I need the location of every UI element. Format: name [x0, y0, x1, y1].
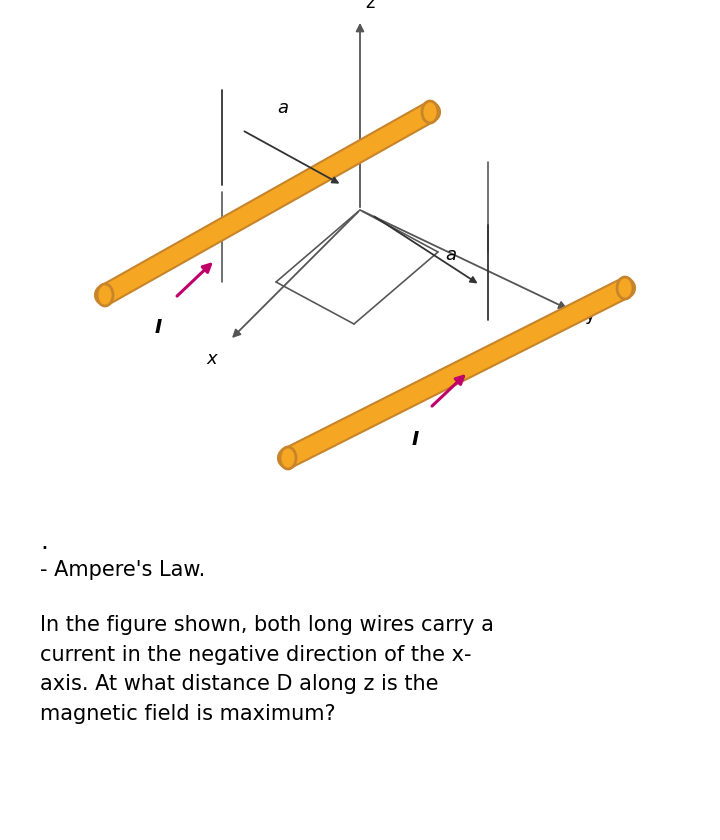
- Text: x: x: [207, 350, 217, 368]
- Text: I: I: [411, 430, 418, 449]
- Text: I: I: [154, 318, 161, 337]
- Ellipse shape: [97, 284, 113, 306]
- Text: .: .: [40, 530, 48, 554]
- Ellipse shape: [617, 277, 633, 299]
- Text: - Ampere's Law.: - Ampere's Law.: [40, 560, 205, 580]
- Text: a: a: [445, 246, 456, 264]
- Ellipse shape: [422, 101, 438, 123]
- Text: a: a: [277, 99, 288, 117]
- Text: In the figure shown, both long wires carry a
current in the negative direction o: In the figure shown, both long wires car…: [40, 615, 494, 724]
- Text: z: z: [365, 0, 374, 12]
- Text: y: y: [585, 306, 595, 324]
- Ellipse shape: [280, 447, 296, 469]
